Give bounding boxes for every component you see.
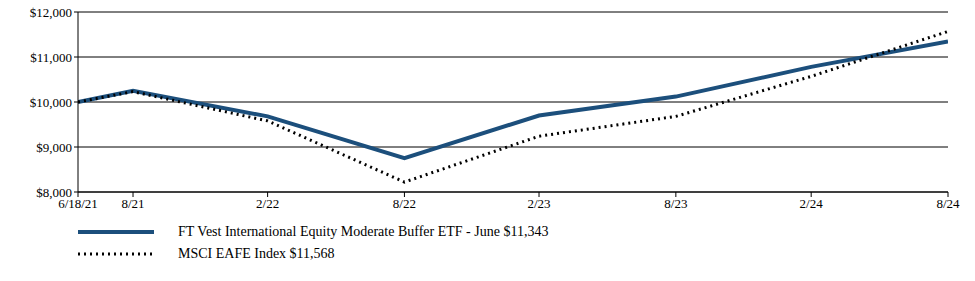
- svg-text:$10,000: $10,000: [30, 95, 72, 110]
- svg-text:8/21: 8/21: [121, 196, 144, 211]
- svg-text:2/24: 2/24: [800, 196, 824, 211]
- svg-text:8/22: 8/22: [393, 196, 416, 211]
- html-text:MSCI EAFE Index $11,568: MSCI EAFE Index $11,568: [178, 246, 335, 261]
- svg-text:2/23: 2/23: [527, 196, 550, 211]
- html-text:FT Vest International Equity M: FT Vest International Equity Moderate Bu…: [178, 224, 549, 239]
- svg-text:$12,000: $12,000: [30, 5, 72, 20]
- svg-text:$9,000: $9,000: [36, 140, 72, 155]
- svg-text:2/22: 2/22: [256, 196, 279, 211]
- svg-text:8/24: 8/24: [936, 196, 960, 211]
- svg-text:8/23: 8/23: [664, 196, 687, 211]
- svg-text:$11,000: $11,000: [30, 50, 72, 65]
- svg-text:6/18/21: 6/18/21: [58, 196, 98, 212]
- svg-text:$8,000: $8,000: [36, 185, 72, 200]
